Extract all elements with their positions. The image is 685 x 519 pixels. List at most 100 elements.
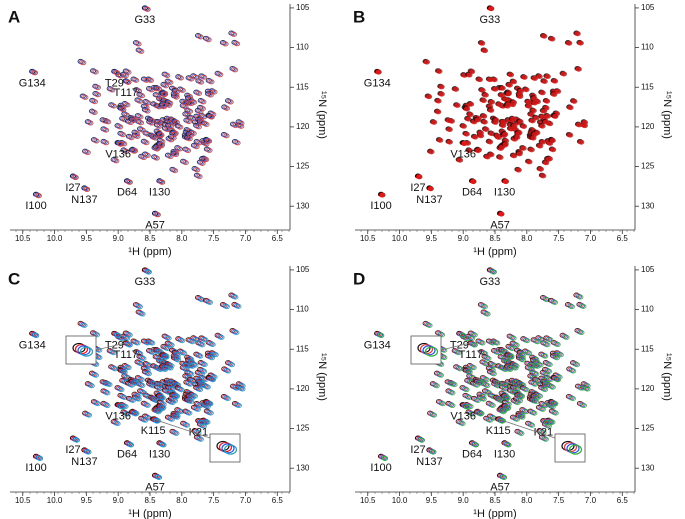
spectrum-peak	[551, 299, 559, 305]
spectrum-peak	[537, 166, 545, 172]
spectrum-peak	[510, 99, 518, 105]
spectrum-peak	[85, 412, 93, 418]
spectrum-peak	[109, 87, 116, 93]
y-tick-label: 105	[641, 265, 655, 274]
peak-label: I130	[494, 187, 515, 199]
spectrum-peak	[131, 148, 138, 154]
y-tick-label: 110	[641, 43, 654, 52]
spectrum-peak	[188, 101, 195, 107]
y-tick-label: 105	[296, 265, 310, 274]
spectrum-peak	[194, 406, 201, 412]
spectrum-peak	[195, 90, 203, 96]
panel: C 10.5 10.0 9.5 9.0 8.5 8.0 7.5 7.0 6.5 105 110 115 1…	[8, 265, 328, 519]
assigned-peak	[85, 449, 92, 455]
spectrum-peak	[157, 382, 164, 388]
spectrum-peak	[428, 149, 435, 155]
spectrum-peak	[205, 138, 213, 144]
spectrum-peak	[570, 368, 577, 374]
spectrum-peak	[497, 154, 504, 160]
spectrum-peak	[235, 303, 242, 309]
peak-label: G33	[480, 276, 501, 288]
spectrum-peak	[547, 337, 554, 343]
spectrum-peak	[571, 98, 578, 104]
spectrum-peak	[552, 113, 559, 119]
spectrum-peak	[143, 140, 150, 146]
spectrum-peak	[80, 60, 87, 66]
inset-peak	[223, 444, 238, 455]
spectrum-peak	[139, 383, 146, 389]
spectrum-peak	[228, 362, 236, 368]
assigned-peak	[416, 174, 423, 180]
spectrum-peak	[103, 381, 110, 387]
spectrum-peak	[539, 90, 546, 96]
spectrum-peak	[82, 94, 89, 100]
spectrum-peak	[113, 158, 120, 164]
spectrum-peak	[114, 421, 121, 427]
spectrum-peak	[499, 365, 506, 371]
spectrum-peak	[175, 382, 182, 388]
spectrum-peak	[518, 430, 525, 436]
peak-label: G33	[135, 14, 156, 26]
spectrum-peak	[584, 383, 591, 389]
spectrum-peak	[457, 366, 464, 372]
x-tick-label: 10.0	[392, 496, 408, 505]
spectrum-peak	[528, 362, 535, 368]
peak-label: N137	[416, 456, 442, 468]
spectrum-peak	[138, 377, 145, 383]
assigned-peak	[500, 474, 508, 480]
x-tick-label: 10.5	[360, 234, 376, 243]
panel: D 10.5 10.0 9.5 9.0 8.5 8.0 7.5 7.0 6.5 105 110 115 1…	[353, 265, 673, 519]
spectrum-peak	[495, 381, 502, 387]
inset-peak	[77, 345, 91, 356]
peak-label: G134	[19, 339, 46, 351]
spectrum-peak	[543, 160, 550, 166]
spectrum-peak	[483, 126, 490, 132]
spectrum-peak	[544, 98, 551, 104]
spectrum-peak	[186, 410, 193, 416]
spectrum-peak	[485, 390, 493, 396]
spectrum-peak	[508, 354, 515, 360]
y-tick-label: 120	[296, 384, 310, 393]
spectrum-peak	[433, 383, 440, 389]
spectrum-peak	[164, 73, 171, 79]
spectrum-peak	[494, 350, 502, 356]
spectrum-peak	[173, 394, 180, 400]
assigned-peak	[544, 420, 551, 426]
spectrum-peak	[496, 101, 503, 107]
spectrum-peak	[81, 322, 88, 328]
assigned-peak	[31, 70, 39, 76]
spectrum-peak	[537, 143, 544, 149]
spectrum-peak	[438, 332, 446, 338]
peak-label: G134	[364, 77, 391, 89]
peak-label: I100	[370, 462, 391, 474]
spectrum-peak	[466, 369, 473, 375]
spectrum-peak	[435, 98, 442, 104]
spectrum-peak	[118, 387, 125, 393]
peak-label: V136	[450, 411, 476, 423]
x-tick-label: 10.5	[15, 234, 31, 243]
assigned-peak	[125, 79, 132, 85]
assigned-peak	[375, 69, 382, 75]
peak-label: D64	[117, 449, 137, 461]
spectrum-peak	[523, 87, 530, 93]
y-tick-label: 120	[641, 384, 655, 393]
spectrum-peak	[541, 108, 548, 114]
spectrum-peak	[168, 342, 175, 348]
spectrum-peak	[158, 142, 166, 148]
spectrum-peak	[132, 411, 139, 417]
spectrum-peak	[92, 69, 99, 75]
spectrum-peak	[511, 123, 518, 129]
spectrum-peak	[167, 124, 174, 130]
spectrum-peak	[483, 377, 490, 383]
spectrum-peak	[199, 120, 206, 126]
x-tick-label: 9.5	[81, 496, 93, 505]
spectrum-peak	[539, 114, 546, 120]
spectrum-peak	[139, 127, 146, 133]
assigned-peak	[378, 332, 385, 339]
spectrum-peak	[528, 422, 536, 428]
assigned-peak	[502, 178, 509, 185]
spectrum-peak	[487, 139, 494, 145]
spectrum-peak	[174, 89, 181, 95]
spectrum-peak	[445, 117, 453, 123]
